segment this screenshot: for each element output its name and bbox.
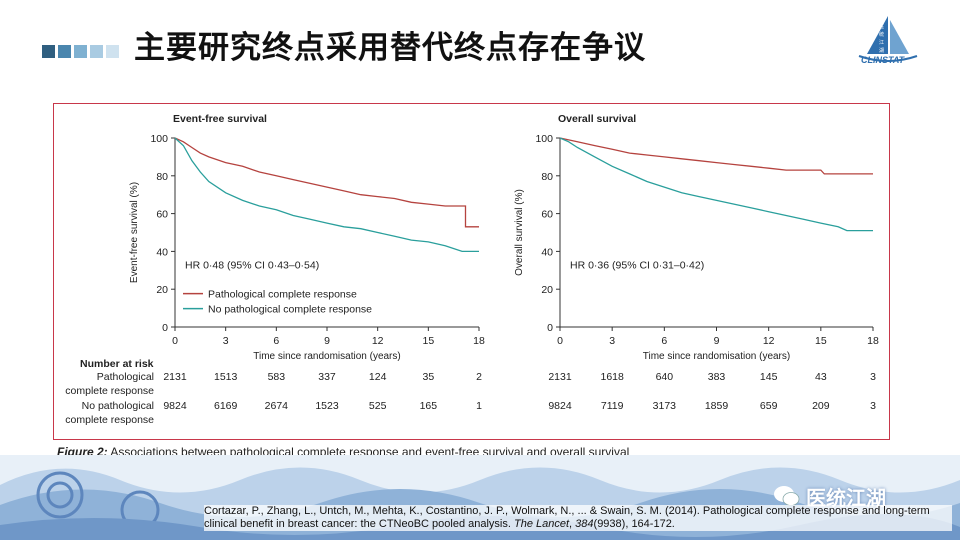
deco-square bbox=[106, 45, 119, 58]
deco-square bbox=[74, 45, 87, 58]
slide-title: 主要研究终点采用替代终点存在争议 bbox=[134, 30, 646, 66]
logo-char: 江 bbox=[879, 39, 884, 46]
logo-char: 统 bbox=[879, 31, 884, 38]
title-decoration bbox=[42, 45, 119, 58]
deco-square bbox=[58, 45, 71, 58]
citation-journal: The Lancet bbox=[514, 518, 570, 530]
citation-issue-pages: (9938), 164-172. bbox=[593, 518, 675, 530]
citation-volume: 384 bbox=[575, 518, 594, 530]
figure-frame bbox=[53, 103, 890, 440]
citation: Cortazar, P., Zhang, L., Untch, M., Meht… bbox=[204, 505, 952, 531]
deco-square bbox=[42, 45, 55, 58]
clinstat-logo: 医 统 江 湖 CLINSTAT bbox=[858, 16, 918, 64]
wechat-icon bbox=[774, 486, 800, 506]
logo-char: 湖 bbox=[879, 47, 884, 54]
citation-separator: , bbox=[569, 518, 576, 530]
logo-char: 医 bbox=[879, 24, 884, 30]
deco-square bbox=[90, 45, 103, 58]
citation-text: Cortazar, P., Zhang, L., Untch, M., Meht… bbox=[204, 505, 930, 530]
logo-text: CLINSTAT bbox=[861, 55, 906, 64]
